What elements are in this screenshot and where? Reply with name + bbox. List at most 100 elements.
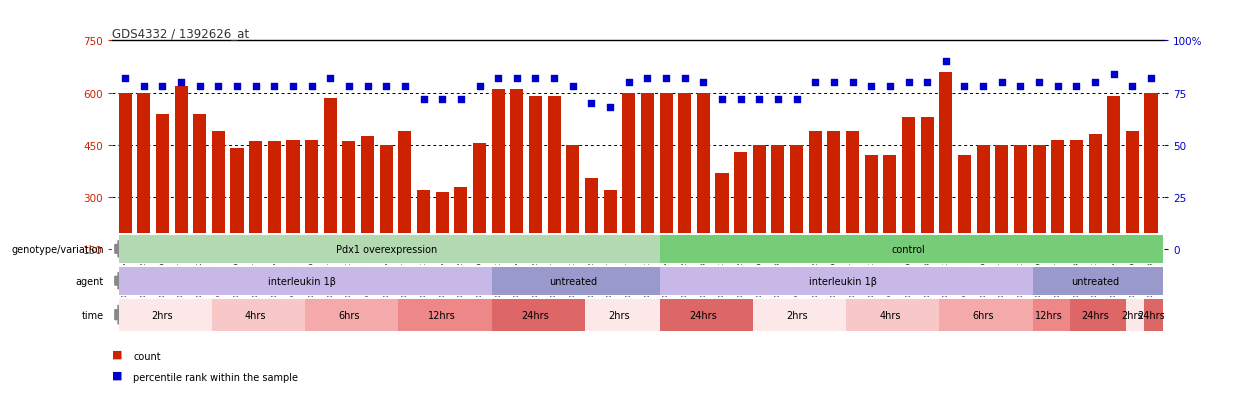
Bar <box>1144 299 1163 331</box>
Point <box>525 76 545 82</box>
Text: 24hrs: 24hrs <box>1081 310 1109 320</box>
Bar <box>1107 97 1120 302</box>
Bar <box>976 146 990 302</box>
Bar <box>735 152 747 302</box>
Bar <box>585 299 660 331</box>
Text: 2hrs: 2hrs <box>609 310 630 320</box>
Text: percentile rank within the sample: percentile rank within the sample <box>133 372 299 382</box>
Bar <box>939 299 1032 331</box>
Text: 6hrs: 6hrs <box>339 310 360 320</box>
Text: 24hrs: 24hrs <box>690 310 717 320</box>
Point <box>619 80 639 86</box>
Point <box>357 84 377 90</box>
Bar <box>1069 299 1125 331</box>
Text: GDS4332 / 1392626_at: GDS4332 / 1392626_at <box>112 27 249 40</box>
Bar <box>847 132 859 302</box>
Bar <box>753 299 847 331</box>
Bar <box>174 86 188 302</box>
Point <box>507 76 527 82</box>
Bar <box>492 90 504 302</box>
Bar <box>268 142 281 302</box>
Bar <box>622 93 635 302</box>
Point <box>451 96 471 103</box>
Point <box>918 80 937 86</box>
Point <box>693 80 713 86</box>
Point <box>656 76 676 82</box>
Point <box>1142 76 1162 82</box>
Point <box>227 84 247 90</box>
Bar <box>380 146 392 302</box>
Point <box>283 84 303 90</box>
Bar <box>884 156 896 302</box>
Text: 24hrs: 24hrs <box>1137 310 1165 320</box>
Point <box>264 84 284 90</box>
Bar <box>641 93 654 302</box>
Bar <box>454 188 467 302</box>
FancyArrow shape <box>115 273 121 290</box>
Bar <box>118 299 212 331</box>
Bar <box>473 144 486 302</box>
Bar <box>1125 299 1144 331</box>
Bar <box>324 99 337 302</box>
Bar <box>566 146 579 302</box>
Text: count: count <box>133 351 161 361</box>
Point <box>301 84 321 90</box>
Point <box>544 76 564 82</box>
Bar <box>697 93 710 302</box>
Point <box>974 84 994 90</box>
Point <box>675 76 695 82</box>
Point <box>432 96 452 103</box>
Point <box>189 84 209 90</box>
Point <box>936 59 956 66</box>
Text: time: time <box>81 310 103 320</box>
Point <box>469 84 489 90</box>
Point <box>152 84 172 90</box>
Text: 12hrs: 12hrs <box>1035 310 1062 320</box>
Point <box>768 96 788 103</box>
Bar <box>230 149 244 302</box>
Bar <box>957 156 971 302</box>
Text: control: control <box>891 244 925 254</box>
Point <box>1048 84 1068 90</box>
Point <box>824 80 844 86</box>
Bar <box>679 93 691 302</box>
Bar <box>212 299 305 331</box>
Point <box>171 80 190 86</box>
Point <box>581 101 601 107</box>
Point <box>749 96 769 103</box>
Bar <box>901 118 915 302</box>
Point <box>1067 84 1087 90</box>
Bar <box>398 299 492 331</box>
Point <box>600 105 620 112</box>
Bar <box>660 299 753 331</box>
Bar <box>398 132 411 302</box>
Bar <box>286 140 300 302</box>
Text: Pdx1 overexpression: Pdx1 overexpression <box>336 244 437 254</box>
Bar <box>436 192 448 302</box>
Bar <box>529 97 542 302</box>
Bar <box>118 267 492 295</box>
Bar <box>193 114 207 302</box>
Point <box>1086 80 1106 86</box>
Point <box>339 84 359 90</box>
Text: 4hrs: 4hrs <box>879 310 900 320</box>
Point <box>955 84 975 90</box>
Point <box>245 84 265 90</box>
Point <box>712 96 732 103</box>
Point <box>488 76 508 82</box>
Text: genotype/variation: genotype/variation <box>11 244 103 254</box>
Bar <box>1144 93 1158 302</box>
Bar <box>212 132 225 302</box>
Text: 12hrs: 12hrs <box>428 310 456 320</box>
Text: interleukin 1β: interleukin 1β <box>269 276 336 286</box>
Bar <box>809 132 822 302</box>
Text: 2hrs: 2hrs <box>786 310 808 320</box>
Bar <box>828 132 840 302</box>
Text: untreated: untreated <box>549 276 596 286</box>
Point <box>992 80 1012 86</box>
Bar <box>585 178 598 302</box>
Bar <box>660 235 1163 263</box>
Bar <box>753 146 766 302</box>
Bar <box>772 146 784 302</box>
Bar <box>137 93 151 302</box>
